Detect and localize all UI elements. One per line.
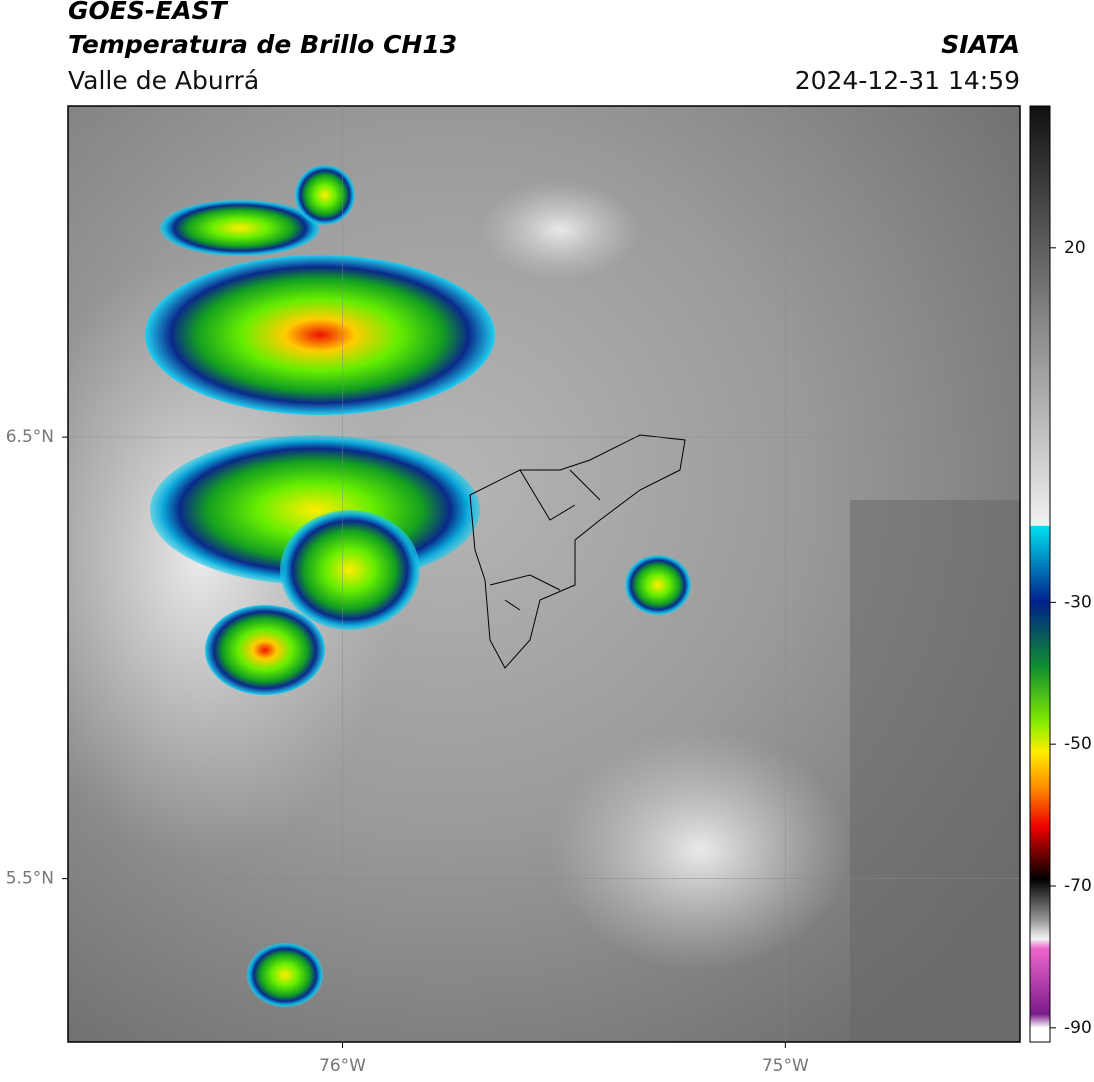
colorbar-tick-label: 20 xyxy=(1064,238,1086,258)
colorbar-tick-label: -70 xyxy=(1064,876,1092,896)
subtitle: Temperatura de Brillo CH13 xyxy=(68,30,457,59)
colorbar-tick-label: -50 xyxy=(1064,734,1092,754)
region: Valle de Aburrá xyxy=(68,66,259,95)
colorbar-tick-label: -30 xyxy=(1064,592,1092,612)
x-tick-label: 75°W xyxy=(762,1056,809,1076)
timestamp: 2024-12-31 14:59 xyxy=(795,66,1020,95)
x-tick-label: 76°W xyxy=(319,1056,366,1076)
colorbar-tick-label: -90 xyxy=(1064,1018,1092,1038)
source: SIATA xyxy=(941,30,1020,59)
title: GOES-EAST xyxy=(68,0,229,25)
colorbar xyxy=(1029,105,1051,1043)
y-tick-label: 6.5°N xyxy=(6,427,54,447)
map-frame xyxy=(67,105,1021,1043)
satellite-image xyxy=(68,106,1020,1042)
y-tick-label: 5.5°N xyxy=(6,869,54,889)
